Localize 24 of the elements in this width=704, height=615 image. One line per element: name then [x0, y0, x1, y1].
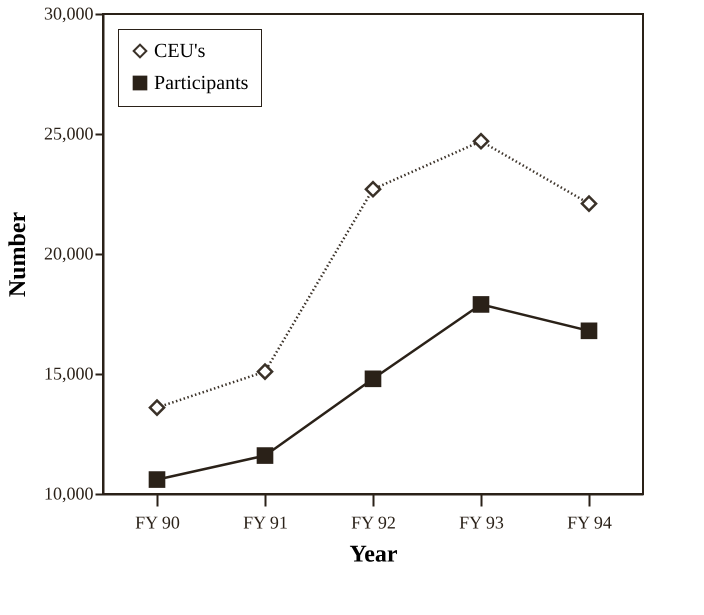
legend-label: Participants: [154, 72, 249, 94]
point: [364, 370, 382, 388]
point: [256, 363, 274, 380]
x-tick-label: FY 94: [567, 512, 612, 532]
point: [580, 195, 598, 212]
point: [472, 132, 490, 150]
point: [256, 447, 274, 464]
x-axis-title: Year: [350, 542, 398, 568]
x-tick-label: FY 93: [459, 512, 504, 532]
y-tick-label: 20,000: [44, 244, 94, 264]
point: [148, 471, 166, 488]
point: [472, 296, 490, 313]
point: [148, 399, 166, 416]
legend-label: CEU's: [154, 40, 206, 62]
point: [580, 322, 598, 340]
y-axis-title: Number: [5, 211, 31, 298]
y-tick-label: 30,000: [44, 4, 94, 24]
x-tick-label: FY 90: [135, 512, 180, 532]
y-tick-label: 25,000: [44, 124, 94, 144]
y-tick-label: 15,000: [44, 364, 94, 384]
y-tick-label: 10,000: [44, 484, 94, 504]
point: [364, 180, 382, 198]
x-tick-label: FY 92: [351, 512, 396, 532]
x-tick-label: FY 91: [243, 512, 288, 532]
